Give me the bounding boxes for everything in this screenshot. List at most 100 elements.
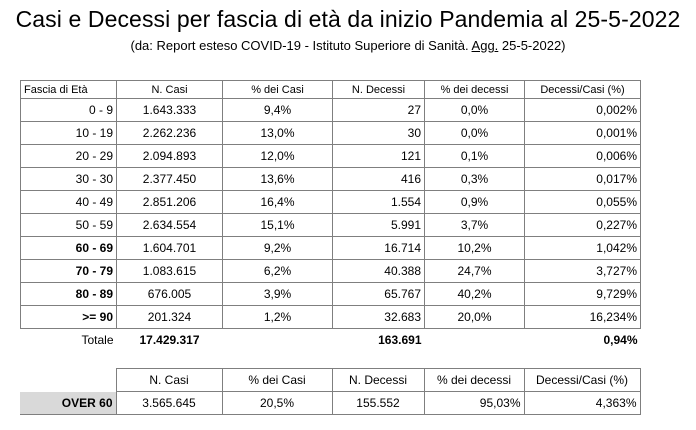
summary-header-pct-decessi: % dei decessi [424, 368, 525, 392]
table-row: 30 - 30 2.377.450 13,6% 416 0,3% 0,017% [20, 167, 641, 191]
table-row: 0 - 9 1.643.333 9,4% 27 0,0% 0,002% [20, 98, 641, 122]
table-header-row: Fascia di Età N. Casi % dei Casi N. Dece… [20, 80, 641, 99]
cell-decessi: 1.554 [332, 190, 425, 214]
cell-decessi: 40.388 [332, 259, 425, 283]
total-label: Totale [81, 333, 114, 347]
cell-ratio: 0,227% [524, 213, 641, 237]
cell-pct-decessi: 3,7% [424, 213, 525, 237]
age-group-table: Fascia di Età N. Casi % dei Casi N. Dece… [20, 80, 641, 351]
cell-pct-casi: 13,0% [222, 121, 333, 145]
cell-decessi: 32.683 [332, 305, 425, 329]
total-empty-pct-casi [223, 329, 333, 352]
cell-casi: 2.262.236 [116, 121, 223, 145]
summary-pct-casi: 20,5% [222, 391, 333, 415]
cell-pct-casi: 6,2% [222, 259, 333, 283]
cell-fascia: 0 - 9 [20, 98, 117, 122]
summary-pct-decessi: 95,03% [424, 391, 525, 415]
cell-casi: 1.083.615 [116, 259, 223, 283]
header-pct-decessi: % dei decessi [424, 80, 525, 99]
cell-ratio: 16,234% [524, 305, 641, 329]
cell-decessi: 65.767 [332, 282, 425, 306]
summary-header-casi: N. Casi [116, 368, 223, 392]
cell-fascia: 40 - 49 [20, 190, 117, 214]
over60-summary-table: N. Casi % dei Casi N. Decessi % dei dece… [20, 368, 641, 415]
cell-pct-decessi: 0,0% [424, 121, 525, 145]
header-pct-casi: % dei Casi [222, 80, 333, 99]
cell-pct-decessi: 0,9% [424, 190, 525, 214]
header-ratio: Decessi/Casi (%) [524, 80, 641, 99]
cell-pct-casi: 15,1% [222, 213, 333, 237]
cell-fascia: 70 - 79 [20, 259, 117, 283]
cell-casi: 201.324 [116, 305, 223, 329]
cell-fascia: >= 90 [20, 305, 117, 329]
cell-casi: 676.005 [116, 282, 223, 306]
page-title: Casi e Decessi per fascia di età da iniz… [15, 6, 681, 32]
cell-pct-decessi: 0,3% [424, 167, 525, 191]
subtitle-date: 25-5-2022) [498, 38, 566, 53]
header-decessi: N. Decessi [332, 80, 425, 99]
table-row: 40 - 49 2.851.206 16,4% 1.554 0,9% 0,055% [20, 190, 641, 214]
cell-pct-decessi: 10,2% [424, 236, 525, 260]
cell-pct-decessi: 0,1% [424, 144, 525, 168]
table-row: 70 - 79 1.083.615 6,2% 40.388 24,7% 3,727% [20, 259, 641, 283]
total-ratio: 0,94% [603, 333, 638, 347]
summary-blank-cell [20, 368, 117, 392]
summary-label: OVER 60 [20, 391, 117, 415]
total-casi: 17.429.317 [139, 333, 200, 347]
subtitle-source: (da: Report esteso COVID-19 - Istituto S… [130, 38, 472, 53]
cell-casi: 2.377.450 [116, 167, 223, 191]
cell-fascia: 50 - 59 [20, 213, 117, 237]
cell-casi: 1.604.701 [116, 236, 223, 260]
cell-casi: 2.094.893 [116, 144, 223, 168]
cell-ratio: 3,727% [524, 259, 641, 283]
summary-header-pct-casi: % dei Casi [222, 368, 333, 392]
table-row: >= 90 201.324 1,2% 32.683 20,0% 16,234% [20, 305, 641, 329]
cell-pct-decessi: 20,0% [424, 305, 525, 329]
cell-pct-casi: 13,6% [222, 167, 333, 191]
summary-ratio: 4,363% [524, 391, 641, 415]
cell-fascia: 10 - 19 [20, 121, 117, 145]
cell-fascia: 20 - 29 [20, 144, 117, 168]
cell-ratio: 0,001% [524, 121, 641, 145]
subtitle-agg: Agg. [471, 38, 499, 53]
cell-fascia: 30 - 30 [20, 167, 117, 191]
cell-pct-casi: 3,9% [222, 282, 333, 306]
cell-pct-casi: 12,0% [222, 144, 333, 168]
summary-casi: 3.565.645 [115, 391, 223, 415]
cell-casi: 2.851.206 [116, 190, 223, 214]
cell-decessi: 121 [332, 144, 425, 168]
cell-ratio: 9,729% [524, 282, 641, 306]
cell-pct-casi: 9,2% [222, 236, 333, 260]
cell-ratio: 0,055% [524, 190, 641, 214]
summary-header-row: N. Casi % dei Casi N. Decessi % dei dece… [20, 368, 641, 392]
table-row: 20 - 29 2.094.893 12,0% 121 0,1% 0,006% [20, 144, 641, 168]
cell-pct-decessi: 40,2% [424, 282, 525, 306]
cell-decessi: 27 [332, 98, 425, 122]
total-decessi: 163.691 [378, 333, 422, 347]
cell-fascia: 60 - 69 [20, 236, 117, 260]
total-empty-pct-decessi [425, 329, 525, 352]
table-row: 80 - 89 676.005 3,9% 65.767 40,2% 9,729% [20, 282, 641, 306]
header-fascia: Fascia di Età [20, 80, 117, 99]
cell-pct-casi: 16,4% [222, 190, 333, 214]
cell-pct-decessi: 24,7% [424, 259, 525, 283]
cell-casi: 1.643.333 [116, 98, 223, 122]
header-casi: N. Casi [116, 80, 223, 99]
summary-header-ratio: Decessi/Casi (%) [524, 368, 641, 392]
total-row: Totale 17.429.317 163.691 0,94% [21, 329, 641, 352]
cell-pct-casi: 9,4% [222, 98, 333, 122]
summary-decessi: 155.552 [332, 391, 425, 415]
cell-casi: 2.634.554 [116, 213, 223, 237]
cell-ratio: 0,017% [524, 167, 641, 191]
table-row: 10 - 19 2.262.236 13,0% 30 0,0% 0,001% [20, 121, 641, 145]
cell-ratio: 1,042% [524, 236, 641, 260]
table-row: 50 - 59 2.634.554 15,1% 5.991 3,7% 0,227% [20, 213, 641, 237]
cell-ratio: 0,002% [524, 98, 641, 122]
summary-header-decessi: N. Decessi [332, 368, 425, 392]
summary-row: OVER 60 3.565.645 20,5% 155.552 95,03% 4… [20, 391, 641, 415]
cell-decessi: 30 [332, 121, 425, 145]
cell-decessi: 5.991 [332, 213, 425, 237]
cell-decessi: 16.714 [332, 236, 425, 260]
cell-decessi: 416 [332, 167, 425, 191]
cell-pct-casi: 1,2% [222, 305, 333, 329]
